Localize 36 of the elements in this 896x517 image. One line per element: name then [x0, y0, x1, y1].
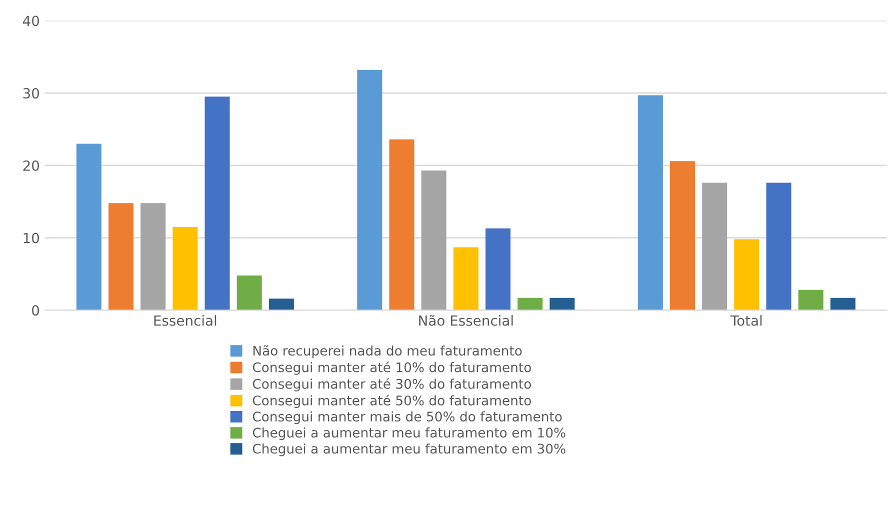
bar: [702, 182, 728, 310]
legend-label: Consegui manter até 30% do faturamento: [252, 378, 531, 392]
bar: [236, 275, 262, 310]
bar: [518, 298, 543, 310]
legend-label: Cheguei a aumentar meu faturamento em 10%: [252, 427, 566, 440]
bar: [734, 239, 760, 310]
x-tick-label: Essencial: [154, 315, 216, 326]
bar: [140, 203, 166, 310]
bar: [389, 139, 414, 310]
x-tick-label: Não Essencial: [419, 314, 513, 326]
legend-label: Consegui manter mais de 50% do faturamento: [252, 411, 562, 424]
bar: [172, 226, 198, 310]
y-tick-label: 20: [23, 160, 40, 171]
bar: [830, 298, 856, 310]
x-tick-label: Total: [730, 315, 762, 326]
legend-label: Consegui manter até 50% do faturamento: [252, 394, 531, 408]
bar: [485, 228, 511, 310]
bar: [638, 95, 663, 310]
bar: [766, 182, 792, 310]
bar: [108, 203, 134, 310]
bar: [76, 144, 102, 310]
y-tick-label: 30: [23, 88, 40, 99]
y-tick-label: 40: [22, 16, 40, 26]
bar: [357, 70, 382, 310]
bar: [453, 247, 478, 310]
bar: [268, 298, 294, 310]
y-tick-label: 0: [32, 305, 40, 316]
legend-label: Não recuperei nada do meu faturamento: [253, 345, 522, 358]
bar: [550, 298, 575, 310]
bar: [798, 290, 824, 310]
legend-label: Consegui manter até 10% do faturamento: [252, 362, 531, 375]
y-tick-label: 10: [24, 232, 40, 244]
bar: [421, 170, 446, 310]
bar: [204, 96, 230, 310]
legend-label: Cheguei a aumentar meu faturamento em 30%: [252, 443, 566, 456]
bar: [670, 161, 696, 310]
